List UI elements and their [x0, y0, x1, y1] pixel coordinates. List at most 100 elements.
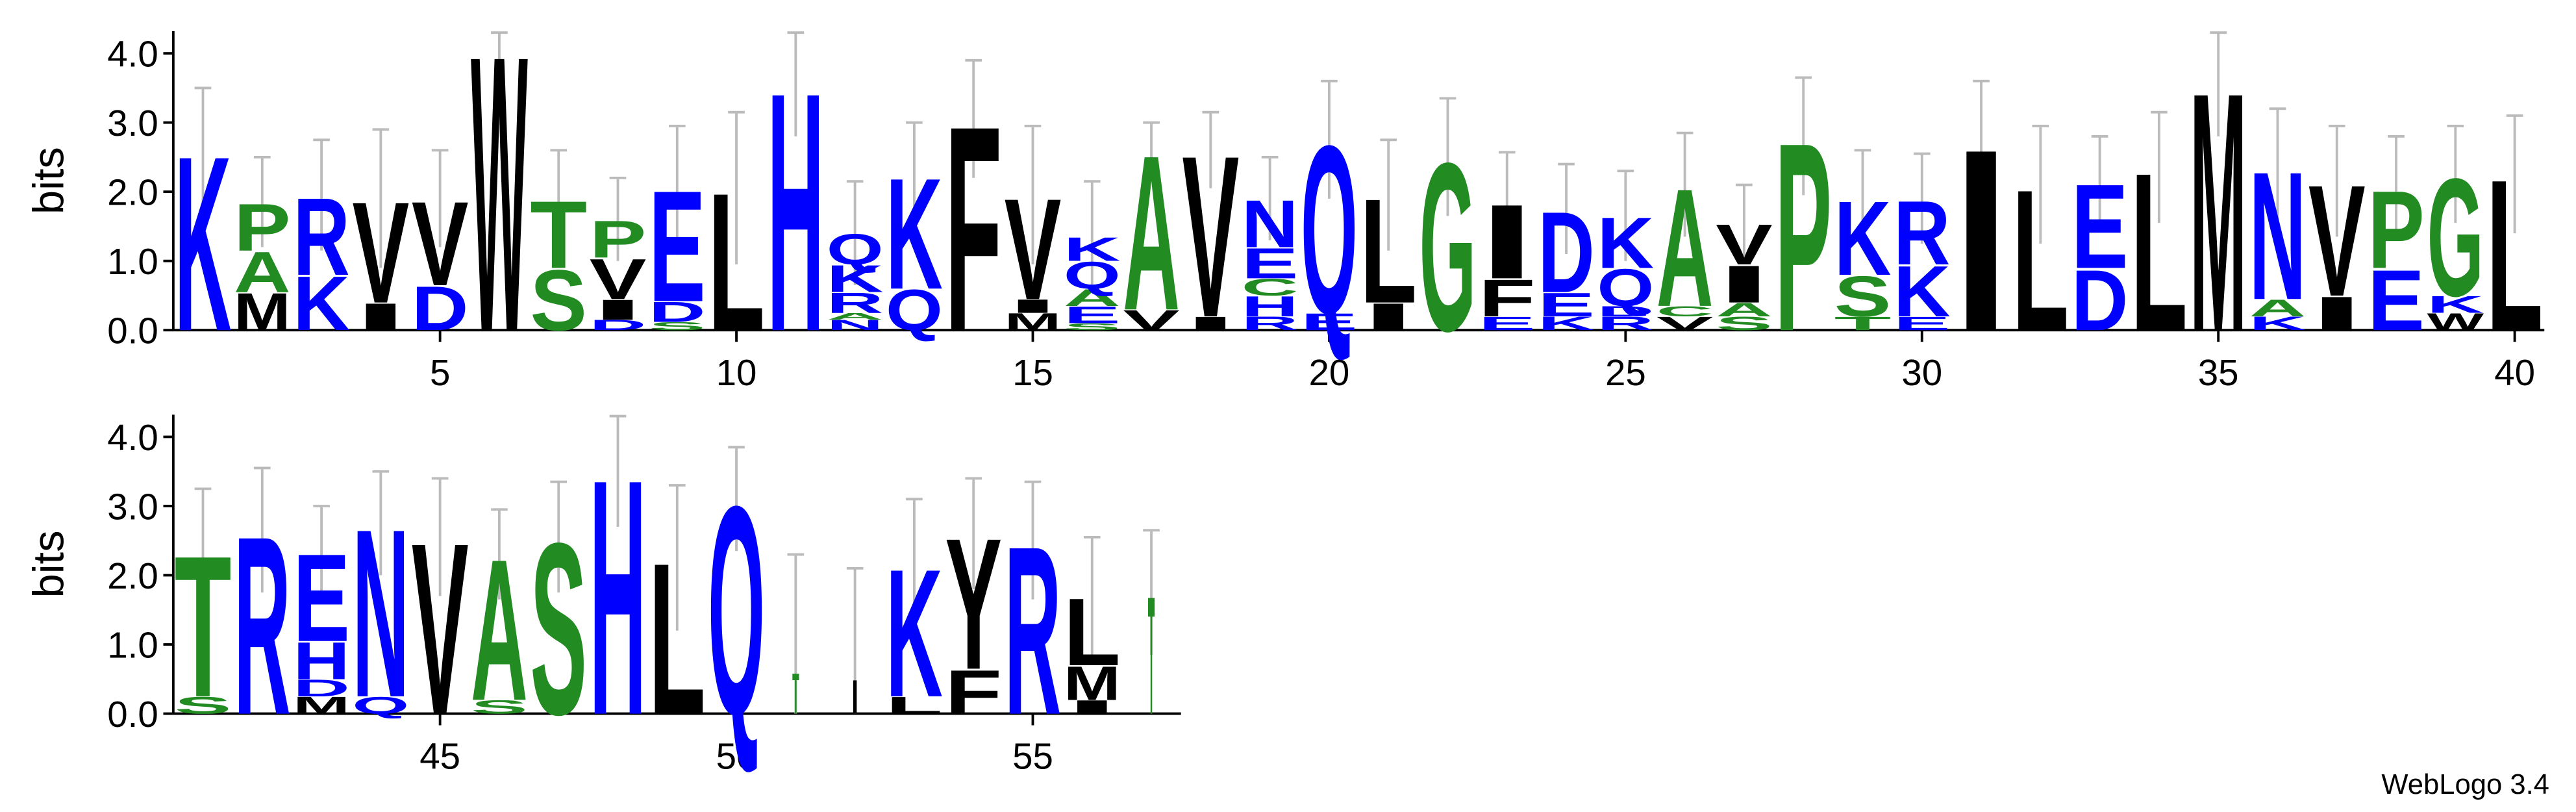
letter: A [234, 240, 291, 305]
letter: K [886, 145, 943, 322]
letter: N [1242, 187, 1299, 262]
letter: D [412, 275, 469, 344]
letter: S [1834, 264, 1892, 329]
letter: R [1597, 313, 1655, 335]
y-tick-label: 4.0 [107, 417, 158, 458]
letter: C [1242, 274, 1299, 301]
letter: K [1538, 313, 1595, 335]
letter: M [2190, 21, 2247, 403]
letter: S [1064, 322, 1121, 332]
letter: E [649, 158, 706, 335]
letter: V [1005, 168, 1062, 330]
letter: K [175, 105, 232, 384]
letter: L [2012, 148, 2070, 374]
x-tick-label: 55 [1012, 735, 1053, 776]
letter: D [2071, 252, 2129, 349]
letter: W [471, 0, 528, 414]
letter: I [1479, 183, 1536, 301]
letter: Q [1064, 253, 1121, 296]
letter: A [2249, 295, 2307, 322]
letter: I [353, 295, 410, 338]
letter: T [1834, 313, 1892, 335]
letter: T [530, 181, 587, 288]
x-tick-label: 40 [2494, 352, 2535, 393]
letter: I [1064, 696, 1121, 718]
letter: K [2249, 313, 2307, 335]
letter: E [1479, 313, 1536, 335]
letter: L [2131, 125, 2188, 378]
letter: M [234, 282, 291, 341]
letter: E [293, 528, 350, 668]
letter: H [293, 631, 350, 690]
letter: A [471, 518, 528, 743]
letter: T [792, 663, 799, 726]
letter: E [1894, 313, 1951, 335]
letter: V [1657, 313, 1714, 335]
letter: R [293, 174, 350, 298]
x-tick-label: 5 [430, 352, 450, 393]
letter: I [1005, 296, 1062, 317]
letter: T [1148, 561, 1155, 750]
y-tick-label: 3.0 [107, 103, 158, 144]
x-tick-label: 20 [1309, 352, 1350, 393]
letter: Q [1301, 95, 1358, 364]
letter: I [1953, 96, 2010, 386]
x-tick-label: 15 [1012, 352, 1053, 393]
letter: Q [708, 444, 765, 777]
letter: D [1538, 188, 1595, 317]
letter: L [1360, 168, 1417, 334]
letter: G [2427, 144, 2484, 331]
letter: R [1242, 313, 1299, 335]
letter: K [1894, 251, 1951, 332]
letter: V [353, 171, 410, 333]
x-tick-label: 45 [419, 735, 460, 776]
y-tick-label: 2.0 [107, 172, 158, 213]
letter: N [2249, 135, 2307, 338]
letter: D [590, 317, 647, 333]
y-axis-label: bits [25, 531, 73, 598]
letter: A [1716, 299, 1773, 320]
letter: H [768, 21, 825, 403]
letter: V [412, 177, 469, 311]
letter: D [293, 675, 350, 702]
letter: L [886, 692, 943, 719]
y-tick-label: 1.0 [107, 625, 158, 666]
letter: K [1834, 179, 1892, 298]
letter: A [1657, 154, 1714, 342]
letter: A [827, 311, 884, 322]
letter: L [2486, 134, 2544, 376]
letter: M [1064, 657, 1121, 711]
letter: E [1064, 302, 1121, 329]
y-tick-label: 2.0 [107, 555, 158, 596]
y-tick-label: 0.0 [107, 694, 158, 735]
letter: K [886, 532, 943, 735]
letter: V [590, 247, 647, 312]
letter: V [1123, 304, 1180, 336]
letter: D [649, 296, 706, 328]
letter: P [2368, 168, 2425, 292]
letter: E [2368, 252, 2425, 349]
x-tick-label: 25 [1605, 352, 1646, 393]
letter: W [2427, 309, 2484, 335]
letter: P [234, 190, 291, 266]
x-tick-label: 35 [2198, 352, 2239, 393]
letter: I [851, 671, 858, 725]
letter: N [353, 479, 410, 748]
letter: I [1360, 295, 1417, 338]
letter: Q [1597, 258, 1655, 317]
y-tick-label: 0.0 [107, 311, 158, 351]
credit: WebLogo 3.4 [2381, 769, 2549, 800]
y-tick-label: 1.0 [107, 241, 158, 282]
y-axis-label: bits [25, 147, 73, 214]
letter: A [1064, 285, 1121, 311]
letter: S [530, 492, 587, 767]
letter: E [2071, 159, 2129, 294]
letter: P [590, 209, 647, 268]
letter: M [293, 692, 350, 719]
letter: H [1242, 290, 1299, 323]
letter: L [649, 518, 706, 760]
